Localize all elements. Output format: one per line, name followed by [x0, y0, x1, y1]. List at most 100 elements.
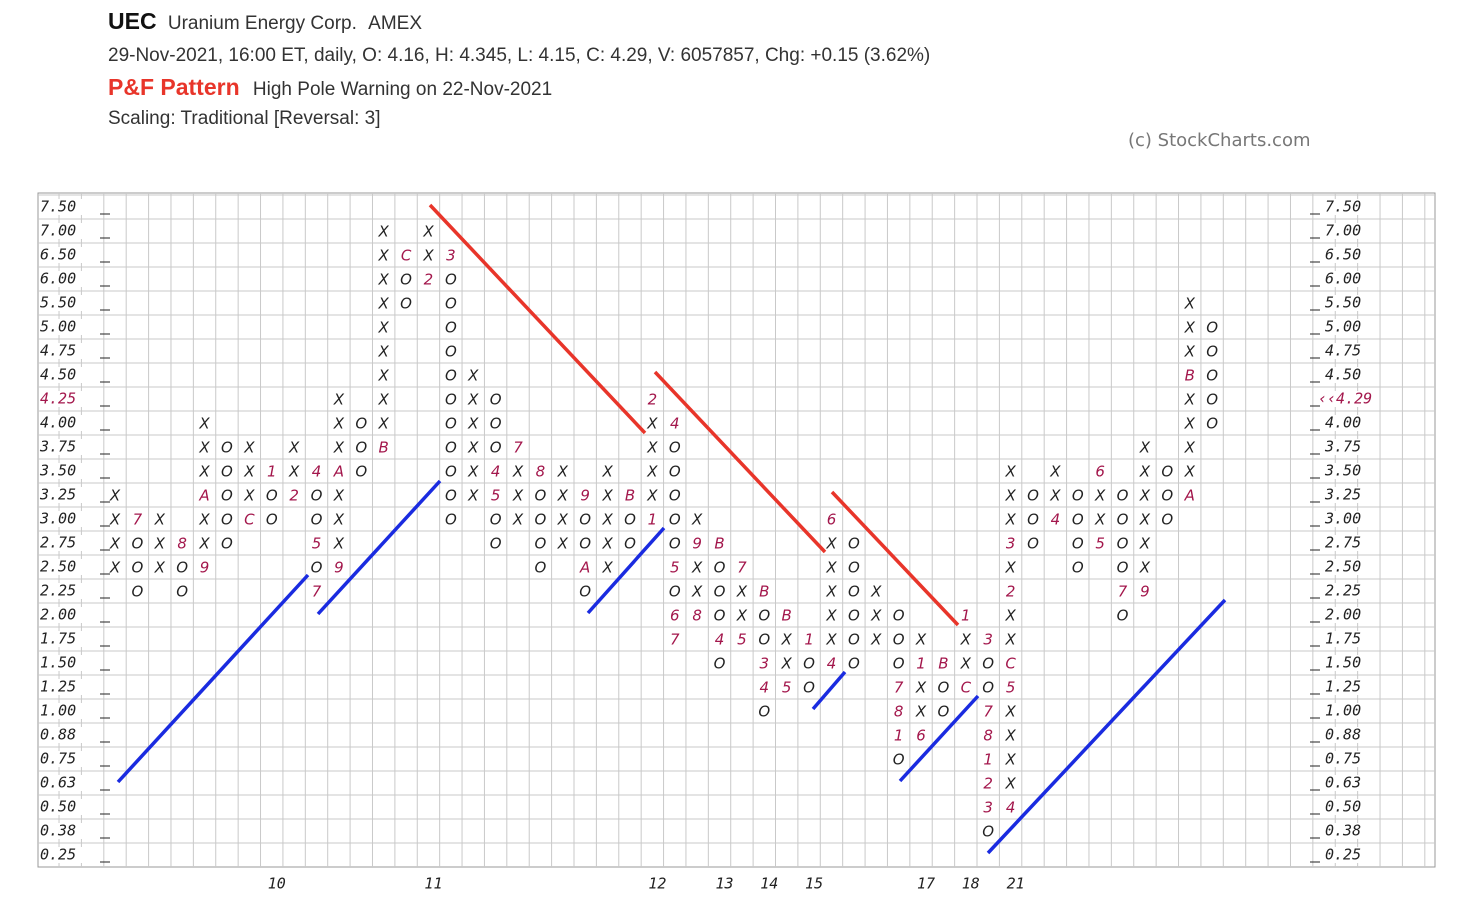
box: O	[1206, 343, 1218, 361]
tick-label-bg	[1323, 295, 1373, 311]
box: O	[221, 511, 233, 529]
box: O	[714, 607, 726, 625]
box: O	[355, 463, 367, 481]
box: O	[1161, 487, 1173, 505]
box: O	[938, 679, 950, 697]
tick-label-bg	[39, 775, 84, 791]
month-marker: 4	[760, 679, 770, 697]
y-tick-label: 4.75	[40, 342, 76, 360]
month-marker: 7	[133, 511, 143, 529]
box: O	[1117, 487, 1129, 505]
box: X	[1004, 487, 1016, 505]
box: X	[557, 487, 569, 505]
box: O	[893, 631, 905, 649]
box: O	[266, 487, 278, 505]
box: O	[1027, 535, 1039, 553]
box: O	[490, 439, 502, 457]
month-marker: 4	[827, 655, 837, 673]
box: X	[1184, 439, 1196, 457]
tick-label-bg	[39, 295, 84, 311]
box: O	[311, 487, 323, 505]
tick-label-bg	[1323, 439, 1373, 455]
box: O	[490, 391, 502, 409]
box: X	[467, 487, 479, 505]
box: O	[355, 439, 367, 457]
box: X	[378, 343, 390, 361]
month-marker: B	[625, 487, 635, 505]
box: O	[221, 463, 233, 481]
tick-label-bg	[1323, 247, 1373, 263]
month-marker: B	[782, 607, 792, 625]
tick-label-bg	[39, 223, 84, 239]
y-tick-label-right: 4.50	[1325, 366, 1361, 384]
y-tick-label-right: 1.00	[1325, 702, 1361, 720]
month-marker: B	[379, 439, 389, 457]
y-tick-label: 0.25	[40, 846, 76, 864]
tick-label-bg	[1323, 199, 1373, 215]
pnf-column: XXX	[154, 511, 166, 577]
box: X	[1184, 343, 1196, 361]
tick-label-bg	[1323, 751, 1373, 767]
month-marker: 5	[491, 487, 501, 505]
box: O	[176, 583, 188, 601]
tick-label-bg	[39, 319, 84, 335]
box: O	[1206, 391, 1218, 409]
support-line	[116, 573, 310, 784]
tick-label-bg	[1323, 583, 1373, 599]
y-tick-label-right: 1.25	[1325, 678, 1361, 696]
month-marker: 6	[916, 727, 926, 745]
box: X	[422, 247, 434, 265]
month-marker: 2	[983, 775, 993, 793]
columns: XXXX7OOOXXX8OOXXXAXX9OOOOOXXXC1OOXX24OO5…	[109, 223, 1218, 841]
box: X	[333, 511, 345, 529]
box: X	[781, 655, 793, 673]
box: O	[176, 559, 188, 577]
month-marker: 1	[648, 511, 658, 529]
box: X	[1004, 607, 1016, 625]
tick-label-bg	[1323, 391, 1373, 407]
box: X	[467, 367, 479, 385]
y-tick-label-right: 1.75	[1325, 630, 1361, 648]
box: X	[557, 463, 569, 481]
tick-label-bg	[1323, 559, 1373, 575]
title-line: UEC Uranium Energy Corp. AMEX	[108, 8, 422, 35]
x-tick-label: 21	[1007, 875, 1025, 893]
tick-label-bg	[39, 847, 84, 863]
tick-label-bg	[1323, 487, 1373, 503]
month-marker: 7	[983, 703, 993, 721]
box: O	[266, 511, 278, 529]
pattern: High Pole Warning on 22-Nov-2021	[252, 79, 553, 100]
y-tick-label-right: 2.00	[1325, 606, 1361, 624]
box: X	[333, 415, 345, 433]
box: O	[758, 607, 770, 625]
box: X	[512, 511, 524, 529]
box: X	[198, 463, 210, 481]
y-tick-label: 3.25	[39, 486, 76, 504]
box: O	[1161, 511, 1173, 529]
box: O	[490, 535, 502, 553]
box: X	[1049, 463, 1061, 481]
month-marker: 7	[312, 583, 322, 601]
tick-label-bg	[39, 679, 84, 695]
box: O	[848, 607, 860, 625]
box: O	[445, 415, 457, 433]
box: O	[848, 535, 860, 553]
y-tick-label: 0.63	[40, 774, 76, 792]
box: X	[467, 391, 479, 409]
box: O	[624, 535, 636, 553]
y-tick-label-right: 0.63	[1325, 774, 1361, 792]
month-marker: A	[579, 559, 590, 577]
box: O	[490, 415, 502, 433]
box: O	[535, 511, 547, 529]
pnf-column: BOO	[938, 655, 950, 721]
box: X	[198, 415, 210, 433]
